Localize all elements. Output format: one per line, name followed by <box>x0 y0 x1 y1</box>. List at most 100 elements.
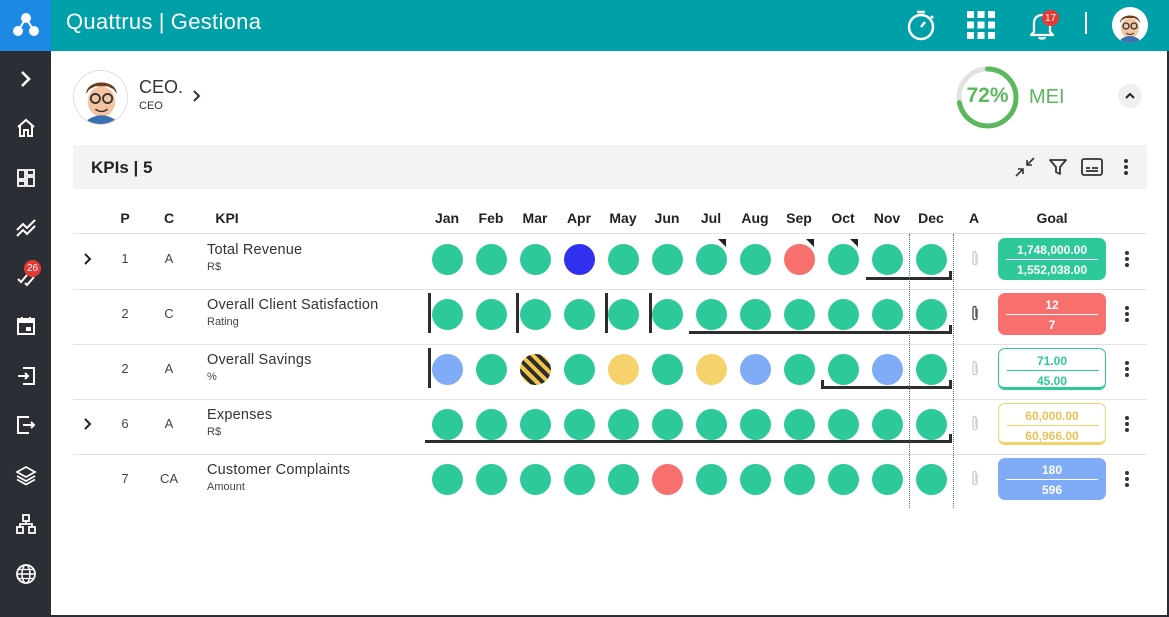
status-dot-may[interactable] <box>607 408 639 440</box>
row-expand-button[interactable] <box>82 252 94 271</box>
status-dot-jun[interactable] <box>651 408 683 440</box>
status-dot-sep[interactable] <box>783 463 815 495</box>
collapse-header-button[interactable] <box>1118 84 1142 108</box>
status-dot-dec[interactable] <box>915 463 947 495</box>
status-dot-feb[interactable] <box>475 408 507 440</box>
sidebar-item-home[interactable] <box>0 110 51 146</box>
status-dot-jun[interactable] <box>651 298 683 330</box>
timer-button[interactable] <box>902 6 940 44</box>
status-dot-nov[interactable] <box>871 298 903 330</box>
subtitles-button[interactable] <box>1080 155 1104 179</box>
status-dot-aug[interactable] <box>739 353 771 385</box>
status-dot-sep[interactable] <box>783 298 815 330</box>
status-dot-jun[interactable] <box>651 463 683 495</box>
col-header-goal[interactable]: Goal <box>1036 210 1068 226</box>
goal-badge[interactable]: 71.00 45.00 <box>998 348 1106 390</box>
status-dot-may[interactable] <box>607 353 639 385</box>
row-menu-button[interactable] <box>1120 359 1134 379</box>
row-menu-button[interactable] <box>1120 304 1134 324</box>
col-header-kpi[interactable]: KPI <box>215 210 239 226</box>
sidebar-item-globe[interactable] <box>0 556 51 592</box>
row-menu-button[interactable] <box>1120 414 1134 434</box>
goal-badge[interactable]: 12 7 <box>998 293 1106 335</box>
status-dot-dec[interactable] <box>915 243 947 275</box>
status-dot-oct[interactable] <box>827 353 859 385</box>
status-dot-may[interactable] <box>607 463 639 495</box>
sidebar-item-org-chart[interactable] <box>0 506 51 542</box>
sidebar-item-expand[interactable] <box>0 61 51 97</box>
attachment-button[interactable] <box>968 360 982 378</box>
status-dot-jul[interactable] <box>695 298 727 330</box>
goal-badge[interactable]: 1,748,000.00 1,552,038.00 <box>998 238 1106 280</box>
kpi-name[interactable]: Customer Complaints <box>207 462 351 478</box>
status-dot-jul[interactable] <box>695 243 727 275</box>
status-dot-feb[interactable] <box>475 463 507 495</box>
status-dot-nov[interactable] <box>871 408 903 440</box>
collapse-view-button[interactable] <box>1013 155 1037 179</box>
status-dot-jan[interactable] <box>431 353 463 385</box>
sidebar-item-layers[interactable] <box>0 457 51 493</box>
status-dot-oct[interactable] <box>827 408 859 440</box>
status-dot-jun[interactable] <box>651 243 683 275</box>
status-dot-jan[interactable] <box>431 408 463 440</box>
logo[interactable] <box>0 0 51 51</box>
col-header-dec[interactable]: Dec <box>918 210 944 226</box>
status-dot-aug[interactable] <box>739 408 771 440</box>
col-header-aug[interactable]: Aug <box>741 210 769 226</box>
status-dot-apr[interactable] <box>563 353 595 385</box>
col-header-nov[interactable]: Nov <box>873 210 901 226</box>
status-dot-sep[interactable] <box>783 408 815 440</box>
col-header-a[interactable]: A <box>968 210 980 226</box>
goal-badge[interactable]: 180 596 <box>998 458 1106 500</box>
status-dot-sep[interactable] <box>783 353 815 385</box>
col-header-p[interactable]: P <box>120 210 130 226</box>
status-dot-dec[interactable] <box>915 298 947 330</box>
row-menu-button[interactable] <box>1120 469 1134 489</box>
filter-button[interactable] <box>1046 155 1070 179</box>
status-dot-may[interactable] <box>607 243 639 275</box>
kpi-panel-menu-button[interactable] <box>1114 155 1138 179</box>
row-expand-button[interactable] <box>82 417 94 436</box>
status-dot-sep[interactable] <box>783 243 815 275</box>
status-dot-apr[interactable] <box>563 463 595 495</box>
attachment-button[interactable] <box>968 470 982 488</box>
status-dot-mar[interactable] <box>519 243 551 275</box>
notifications-button[interactable]: 17 <box>1023 6 1061 44</box>
status-dot-dec[interactable] <box>915 353 947 385</box>
status-dot-oct[interactable] <box>827 463 859 495</box>
col-header-oct[interactable]: Oct <box>831 210 855 226</box>
status-dot-feb[interactable] <box>475 353 507 385</box>
status-dot-mar[interactable] <box>519 298 551 330</box>
status-dot-dec[interactable] <box>915 408 947 440</box>
kpi-name[interactable]: Expenses <box>207 407 273 423</box>
sidebar-item-dashboard[interactable] <box>0 160 51 196</box>
status-dot-nov[interactable] <box>871 243 903 275</box>
col-header-feb[interactable]: Feb <box>478 210 504 226</box>
status-dot-apr[interactable] <box>563 298 595 330</box>
col-header-jul[interactable]: Jul <box>700 210 722 226</box>
status-dot-jul[interactable] <box>695 463 727 495</box>
status-dot-feb[interactable] <box>475 243 507 275</box>
sidebar-item-import[interactable] <box>0 358 51 394</box>
col-header-may[interactable]: May <box>609 210 637 226</box>
user-avatar[interactable] <box>1112 7 1148 43</box>
col-header-apr[interactable]: Apr <box>566 210 592 226</box>
status-dot-jun[interactable] <box>651 353 683 385</box>
status-dot-mar[interactable] <box>519 463 551 495</box>
kpi-name[interactable]: Overall Savings <box>207 352 312 368</box>
col-header-c[interactable]: C <box>163 210 175 226</box>
attachment-button[interactable] <box>968 415 982 433</box>
apps-button[interactable] <box>962 6 1000 44</box>
status-dot-jul[interactable] <box>695 353 727 385</box>
status-dot-oct[interactable] <box>827 243 859 275</box>
row-menu-button[interactable] <box>1120 249 1134 269</box>
status-dot-aug[interactable] <box>739 463 771 495</box>
status-dot-oct[interactable] <box>827 298 859 330</box>
status-dot-mar[interactable] <box>519 408 551 440</box>
status-dot-mar[interactable] <box>519 353 551 385</box>
sidebar-item-tasks[interactable]: 26 <box>0 259 51 295</box>
status-dot-aug[interactable] <box>739 243 771 275</box>
goal-badge[interactable]: 60,000.00 60,966.00 <box>998 403 1106 445</box>
status-dot-apr[interactable] <box>563 408 595 440</box>
status-dot-feb[interactable] <box>475 298 507 330</box>
